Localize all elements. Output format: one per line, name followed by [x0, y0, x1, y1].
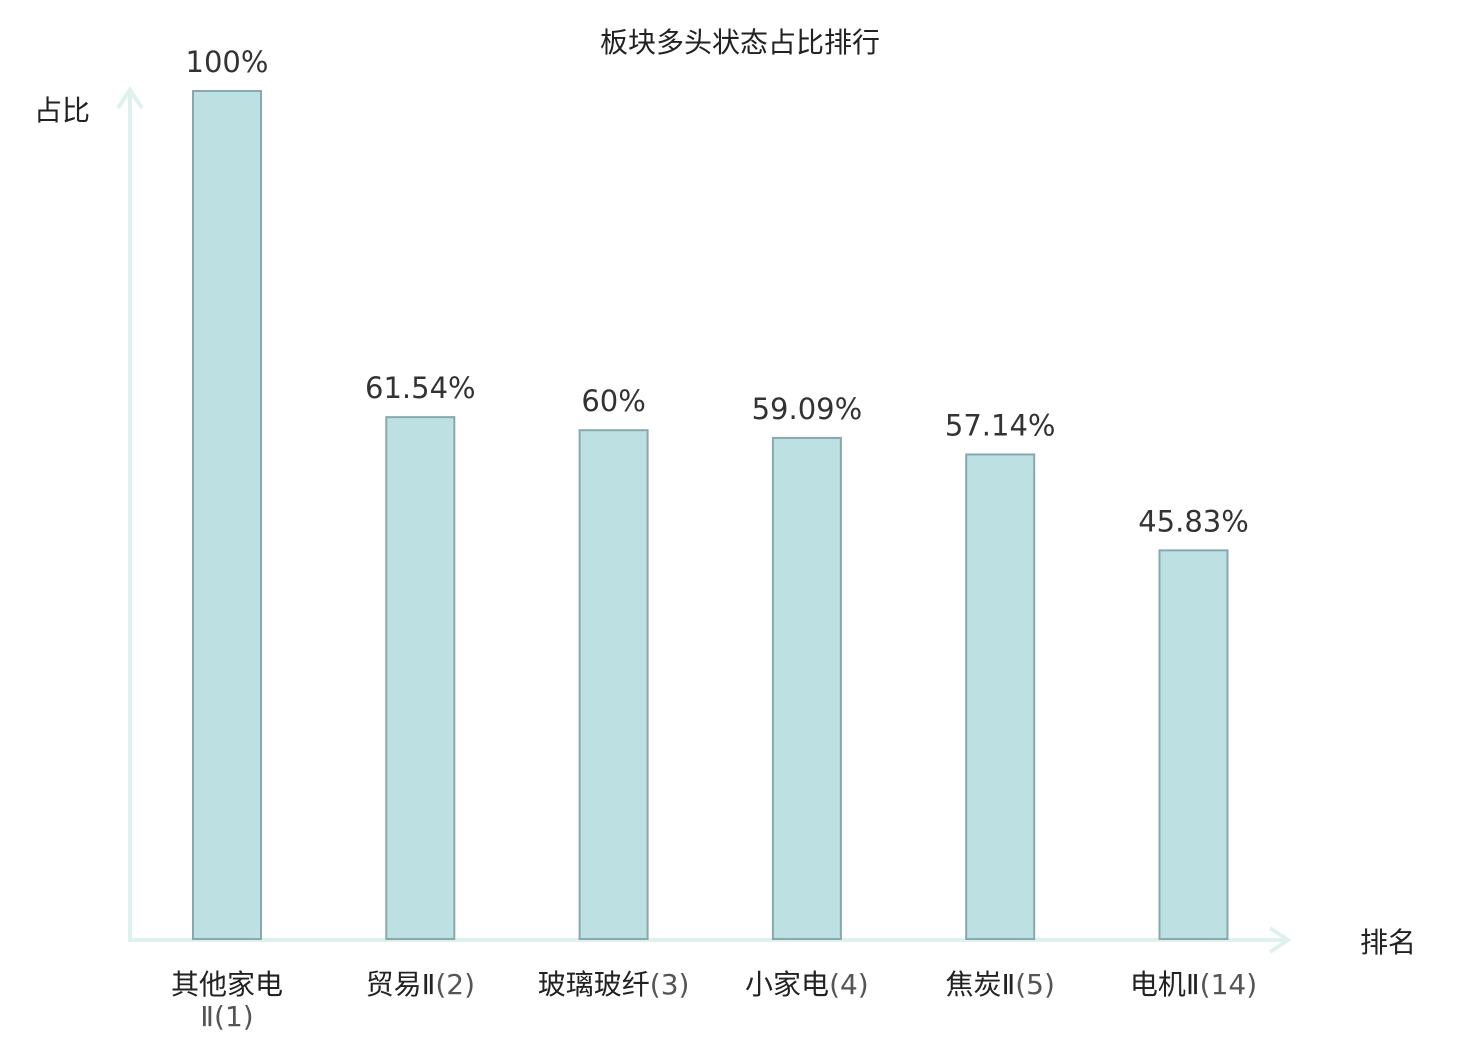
bar — [192, 90, 262, 940]
value-labels-group: 100% 61.54% 60% 59.09% 57.14% 45.83% — [186, 45, 1249, 538]
data-label: 45.83% — [1138, 504, 1249, 538]
data-label: 57.14% — [945, 408, 1056, 442]
x-tick-label: 贸易Ⅱ(2) — [366, 968, 475, 1001]
category-rank: (5) — [1015, 968, 1055, 1001]
x-tick-label: 小家电(4) — [745, 968, 869, 1001]
x-tick-label: 其他家电 Ⅱ(1) — [171, 968, 283, 1033]
x-tick-label: 玻璃玻纤(3) — [538, 968, 690, 1001]
category-name: 焦炭Ⅱ — [945, 968, 1015, 1001]
bar — [385, 416, 456, 940]
x-tick-label: 焦炭Ⅱ(5) — [945, 968, 1054, 1001]
data-label: 60% — [581, 384, 645, 418]
data-label: 59.09% — [752, 392, 863, 426]
category-name: 其他家电 — [171, 968, 283, 1001]
bar — [578, 429, 649, 940]
x-axis-label: 排名 — [1360, 926, 1416, 959]
bar — [771, 436, 842, 940]
category-rank: (2) — [435, 968, 475, 1001]
bars-group — [192, 90, 1229, 940]
y-axis — [116, 86, 144, 940]
category-rank: (14) — [1200, 968, 1257, 1001]
y-axis-label: 占比 — [34, 94, 90, 127]
data-label: 100% — [186, 45, 269, 79]
bar — [965, 453, 1036, 940]
x-tick-label: 电机Ⅱ(14) — [1130, 968, 1257, 1001]
category-rank: (1) — [214, 1000, 254, 1033]
category-name-suffix: Ⅱ — [200, 1000, 214, 1033]
y-axis-arrow — [116, 86, 144, 110]
category-name: 电机Ⅱ — [1130, 968, 1200, 1001]
category-name: 贸易Ⅱ — [366, 968, 436, 1001]
chart-title: 板块多头状态占比排行 — [600, 26, 880, 59]
bar — [1158, 549, 1229, 940]
category-labels-group: 其他家电 Ⅱ(1) 贸易Ⅱ(2) 玻璃玻纤(3) 小家电(4) 焦炭Ⅱ(5) 电机Ⅱ(14) — [171, 968, 1257, 1033]
category-name: 小家电 — [745, 968, 829, 1001]
category-name: 玻璃玻纤 — [538, 968, 650, 1001]
x-axis-arrow — [1268, 926, 1292, 954]
x-axis — [128, 926, 1292, 954]
data-label: 61.54% — [365, 371, 476, 405]
category-rank: (4) — [829, 968, 869, 1001]
category-rank: (3) — [650, 968, 690, 1001]
